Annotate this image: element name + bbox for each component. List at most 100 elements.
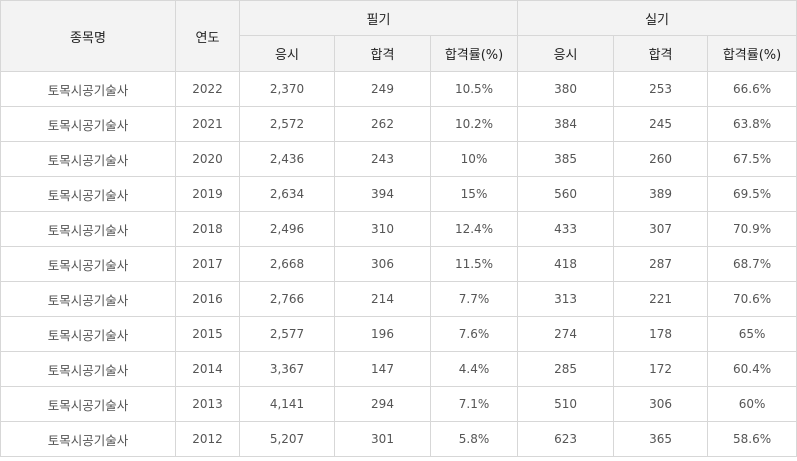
header-year: 연도 — [175, 0, 240, 72]
cell-written-rate: 7.7% — [429, 281, 519, 317]
cell-written-passed: 214 — [334, 281, 431, 317]
cell-written-applicants: 2,766 — [239, 281, 335, 317]
cell-year: 2020 — [175, 141, 240, 177]
table-row: 토목시공기술사 2017 2,668 306 11.5% 418 287 68.7% — [0, 246, 797, 282]
cell-written-rate: 11.5% — [429, 246, 519, 282]
cell-written-rate: 10% — [429, 141, 519, 177]
table-row: 토목시공기술사 2014 3,367 147 4.4% 285 172 60.4% — [0, 351, 797, 387]
cell-practical-rate: 60% — [707, 386, 797, 422]
header-practical-applicants: 응시 — [517, 35, 615, 72]
cell-practical-applicants: 433 — [517, 211, 615, 247]
cell-practical-applicants: 560 — [517, 176, 615, 212]
cell-practical-passed: 389 — [613, 176, 709, 212]
cell-practical-rate: 63.8% — [707, 106, 797, 142]
table-body: 토목시공기술사 2022 2,370 249 10.5% 380 253 66.6% 토목시공기… — [0, 71, 797, 457]
table-row: 토목시공기술사 2013 4,141 294 7.1% 510 306 60% — [0, 386, 797, 422]
cell-practical-rate: 58.6% — [707, 421, 797, 457]
cell-written-applicants: 3,367 — [239, 351, 335, 387]
cell-practical-rate: 65% — [707, 316, 797, 352]
cell-year: 2017 — [175, 246, 240, 282]
header-subject: 종목명 — [0, 0, 176, 72]
header-practical-rate: 합격률(%) — [707, 35, 797, 72]
table-row: 토목시공기술사 2016 2,766 214 7.7% 313 221 70.6% — [0, 281, 797, 317]
cell-practical-applicants: 313 — [517, 281, 615, 317]
cell-subject-name: 토목시공기술사 — [0, 316, 176, 352]
header-practical: 실기 — [517, 0, 797, 36]
header-written: 필기 — [238, 0, 519, 36]
table-row: 토목시공기술사 2020 2,436 243 10% 385 260 67.5% — [0, 141, 797, 177]
cell-year: 2014 — [175, 351, 240, 387]
cell-written-rate: 10.2% — [429, 106, 519, 142]
cell-practical-rate: 60.4% — [707, 351, 797, 387]
cell-written-applicants: 2,436 — [239, 141, 335, 177]
cell-subject-name: 토목시공기술사 — [0, 246, 176, 282]
cell-written-rate: 4.4% — [429, 351, 519, 387]
cell-written-passed: 394 — [334, 176, 431, 212]
cell-written-applicants: 5,207 — [239, 421, 335, 457]
cell-practical-passed: 287 — [613, 246, 709, 282]
header-written-passed: 합격 — [334, 35, 431, 72]
cell-year: 2016 — [175, 281, 240, 317]
cell-written-applicants: 2,668 — [239, 246, 335, 282]
cell-written-passed: 243 — [334, 141, 431, 177]
cell-written-passed: 294 — [334, 386, 431, 422]
cell-written-applicants: 2,370 — [239, 71, 335, 107]
cell-subject-name: 토목시공기술사 — [0, 106, 176, 142]
cell-subject-name: 토목시공기술사 — [0, 386, 176, 422]
cell-subject-name: 토목시공기술사 — [0, 211, 176, 247]
cell-year: 2012 — [175, 421, 240, 457]
cell-written-rate: 7.1% — [429, 386, 519, 422]
cell-written-passed: 262 — [334, 106, 431, 142]
table-row: 토목시공기술사 2015 2,577 196 7.6% 274 178 65% — [0, 316, 797, 352]
cell-subject-name: 토목시공기술사 — [0, 421, 176, 457]
table-header: 종목명 연도 필기 실기 응시 합격 합격률(%) 응시 합격 합격률(%) — [0, 0, 797, 72]
cell-practical-rate: 69.5% — [707, 176, 797, 212]
cell-written-applicants: 2,634 — [239, 176, 335, 212]
cell-practical-applicants: 418 — [517, 246, 615, 282]
cell-year: 2015 — [175, 316, 240, 352]
cell-practical-passed: 221 — [613, 281, 709, 317]
cell-practical-applicants: 623 — [517, 421, 615, 457]
cell-written-applicants: 4,141 — [239, 386, 335, 422]
cell-practical-applicants: 274 — [517, 316, 615, 352]
cell-written-passed: 147 — [334, 351, 431, 387]
cell-practical-passed: 245 — [613, 106, 709, 142]
cell-written-passed: 301 — [334, 421, 431, 457]
table-row: 토목시공기술사 2018 2,496 310 12.4% 433 307 70.9% — [0, 211, 797, 247]
cell-written-rate: 15% — [429, 176, 519, 212]
cell-practical-passed: 307 — [613, 211, 709, 247]
cell-practical-rate: 68.7% — [707, 246, 797, 282]
cell-written-rate: 7.6% — [429, 316, 519, 352]
cell-year: 2021 — [175, 106, 240, 142]
cell-practical-passed: 306 — [613, 386, 709, 422]
cell-practical-applicants: 385 — [517, 141, 615, 177]
cell-written-rate: 12.4% — [429, 211, 519, 247]
table-row: 토목시공기술사 2019 2,634 394 15% 560 389 69.5% — [0, 176, 797, 212]
cell-practical-applicants: 380 — [517, 71, 615, 107]
cell-subject-name: 토목시공기술사 — [0, 281, 176, 317]
cell-practical-rate: 67.5% — [707, 141, 797, 177]
cell-practical-rate: 70.9% — [707, 211, 797, 247]
cell-practical-rate: 66.6% — [707, 71, 797, 107]
cell-year: 2019 — [175, 176, 240, 212]
cell-practical-applicants: 510 — [517, 386, 615, 422]
cell-written-passed: 196 — [334, 316, 431, 352]
cell-written-rate: 10.5% — [429, 71, 519, 107]
cell-subject-name: 토목시공기술사 — [0, 351, 176, 387]
cell-written-applicants: 2,572 — [239, 106, 335, 142]
cell-written-passed: 306 — [334, 246, 431, 282]
cell-written-passed: 249 — [334, 71, 431, 107]
cell-practical-rate: 70.6% — [707, 281, 797, 317]
cell-subject-name: 토목시공기술사 — [0, 71, 176, 107]
cell-year: 2013 — [175, 386, 240, 422]
cell-written-passed: 310 — [334, 211, 431, 247]
cell-written-applicants: 2,577 — [239, 316, 335, 352]
header-written-rate: 합격률(%) — [429, 35, 519, 72]
table-row: 토목시공기술사 2022 2,370 249 10.5% 380 253 66.6% — [0, 71, 797, 107]
cell-practical-passed: 253 — [613, 71, 709, 107]
header-written-applicants: 응시 — [239, 35, 335, 72]
cell-year: 2022 — [175, 71, 240, 107]
header-practical-passed: 합격 — [613, 35, 709, 72]
cell-year: 2018 — [175, 211, 240, 247]
